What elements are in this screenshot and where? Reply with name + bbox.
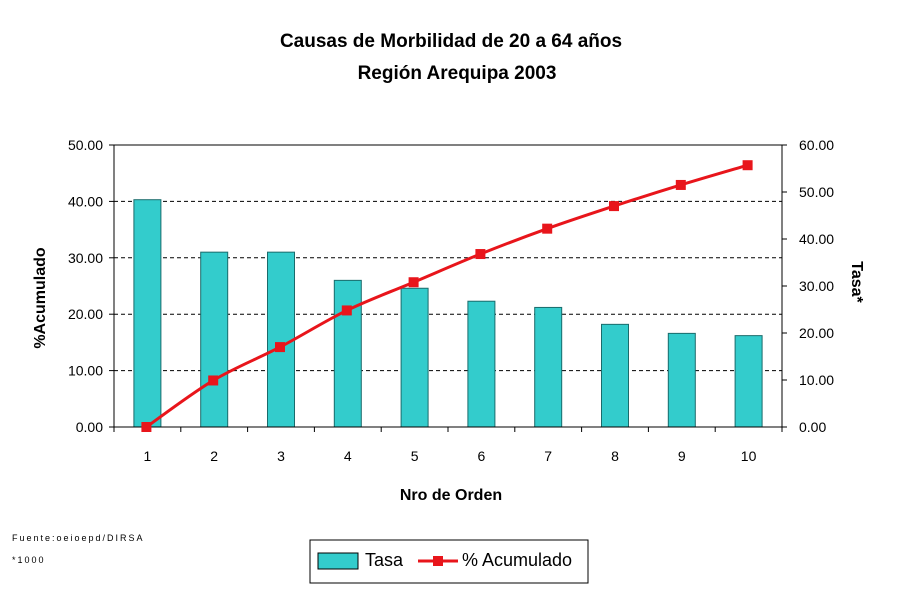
y-left-tick-1: 10.00 [68, 363, 103, 379]
legend-swatch-tasa [317, 552, 359, 570]
y-left-tick-3: 30.00 [68, 250, 103, 266]
x-axis-label: Nro de Orden [400, 487, 502, 504]
y-left-tick-4: 40.00 [68, 193, 103, 209]
x-axis: 1 2 3 4 5 6 7 8 9 10 [113, 427, 783, 464]
x-tick-6: 6 [478, 448, 486, 464]
y-right-tick-5: 50.00 [799, 184, 834, 200]
y-axis-left: 0.00 10.00 20.00 30.00 40.00 50.00 [68, 137, 114, 435]
x-tick-8: 8 [611, 448, 619, 464]
y-axis-right: 0.00 10.00 20.00 30.00 40.00 50.00 60.00 [782, 137, 834, 435]
chart-title: Causas de Morbilidad de 20 a 64 años [280, 31, 622, 52]
point-acumulado-10 [742, 160, 753, 171]
point-acumulado-7 [542, 223, 553, 234]
point-acumulado-9 [675, 179, 686, 190]
chart-subtitle: Región Arequipa 2003 [358, 63, 557, 84]
bar-tasa-6 [467, 300, 496, 428]
x-tick-4: 4 [344, 448, 352, 464]
bar-series-tasa [133, 199, 763, 428]
legend-label-tasa: Tasa [365, 550, 404, 570]
bar-tasa-2 [200, 251, 229, 428]
line-acumulado-path [145, 163, 749, 429]
point-acumulado-2 [208, 375, 219, 386]
bar-tasa-1 [133, 199, 162, 428]
point-acumulado-4 [341, 305, 352, 316]
point-acumulado-6 [475, 249, 486, 260]
y-left-tick-5: 50.00 [68, 137, 103, 153]
bar-tasa-9 [667, 332, 696, 428]
legend-swatch-acumulado-marker [433, 556, 443, 566]
point-acumulado-5 [408, 277, 419, 288]
footnote-note: *1000 [12, 555, 46, 565]
y-right-tick-2: 20.00 [799, 325, 834, 341]
x-tick-9: 9 [678, 448, 686, 464]
y-axis-left-label: %Acumulado [32, 247, 49, 349]
bar-tasa-8 [601, 323, 629, 428]
y-right-tick-6: 60.00 [799, 137, 834, 153]
bar-tasa-7 [534, 306, 563, 428]
x-tick-7: 7 [544, 448, 552, 464]
x-tick-10: 10 [741, 448, 757, 464]
y-axis-right-label: Tasa* [848, 261, 865, 303]
bar-tasa-3 [267, 251, 295, 428]
y-right-tick-0: 0.00 [799, 419, 826, 435]
legend: Tasa % Acumulado [309, 539, 589, 584]
y-left-tick-2: 20.00 [68, 306, 103, 322]
legend-label-acumulado: % Acumulado [462, 550, 572, 570]
x-tick-1: 1 [144, 448, 152, 464]
bar-tasa-10 [734, 335, 763, 428]
point-acumulado-8 [609, 201, 619, 212]
footnote-source: Fuente:oeioepd/DIRSA [12, 533, 145, 543]
x-tick-2: 2 [210, 448, 218, 464]
bar-tasa-4 [333, 279, 362, 428]
y-right-tick-3: 30.00 [799, 278, 834, 294]
bar-tasa-5 [400, 287, 429, 428]
x-tick-5: 5 [411, 448, 419, 464]
x-tick-3: 3 [277, 448, 285, 464]
point-acumulado-3 [275, 342, 285, 353]
point-acumulado-1 [141, 422, 152, 432]
y-left-tick-0: 0.00 [76, 419, 103, 435]
line-series-acumulado [141, 160, 753, 432]
y-right-tick-1: 10.00 [799, 372, 834, 388]
y-right-tick-4: 40.00 [799, 231, 834, 247]
